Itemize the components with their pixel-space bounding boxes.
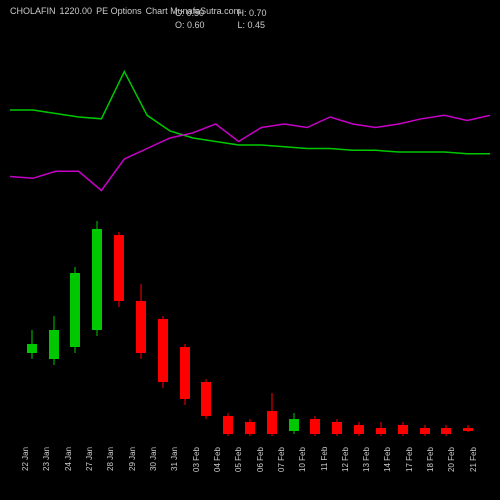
candle-body	[289, 419, 299, 431]
strike: 1220.00	[60, 6, 93, 16]
x-axis: 22 Jan23 Jan24 Jan27 Jan28 Jan29 Jan30 J…	[10, 445, 490, 500]
candle	[245, 215, 255, 445]
x-axis-label: 29 Jan	[128, 445, 149, 500]
candle	[289, 215, 299, 445]
candle	[201, 215, 211, 445]
candle	[463, 215, 473, 445]
x-axis-label: 12 Feb	[341, 445, 362, 500]
candle	[70, 215, 80, 445]
candle	[114, 215, 124, 445]
x-axis-label: 11 Feb	[320, 445, 341, 500]
candle-body	[398, 425, 408, 434]
candle-body	[267, 411, 277, 434]
candle-body	[201, 382, 211, 417]
candle	[376, 215, 386, 445]
candle	[223, 215, 233, 445]
candle	[49, 215, 59, 445]
x-axis-label: 03 Feb	[192, 445, 213, 500]
x-axis-label: 04 Feb	[213, 445, 234, 500]
candle-body	[332, 422, 342, 434]
x-axis-label: 22 Jan	[21, 445, 42, 500]
candle-body	[376, 428, 386, 434]
x-axis-label: 24 Jan	[64, 445, 85, 500]
x-axis-label: 27 Jan	[85, 445, 106, 500]
candle	[267, 215, 277, 445]
low-val: 0.45	[248, 20, 266, 30]
high-val: 0.70	[249, 8, 267, 18]
candle-body	[245, 422, 255, 434]
candle-body	[180, 347, 190, 399]
x-axis-label: 28 Jan	[106, 445, 127, 500]
candle-body	[463, 428, 473, 431]
candle	[310, 215, 320, 445]
symbol: CHOLAFIN	[10, 6, 56, 16]
low-label: L:	[238, 20, 246, 30]
x-axis-label: 23 Jan	[42, 445, 63, 500]
candle	[180, 215, 190, 445]
indicator-panel	[10, 40, 490, 215]
open-val: 0.60	[187, 20, 205, 30]
candle-body	[310, 419, 320, 433]
candle-body	[49, 330, 59, 359]
candle	[332, 215, 342, 445]
x-axis-label: 18 Feb	[426, 445, 447, 500]
candle-body	[158, 319, 168, 382]
candle-body	[114, 235, 124, 301]
x-axis-label: 06 Feb	[256, 445, 277, 500]
magenta-indicator-line	[10, 115, 490, 190]
x-axis-label: 31 Jan	[170, 445, 191, 500]
x-axis-label: 21 Feb	[469, 445, 490, 500]
option-type: PE Options	[96, 6, 142, 16]
x-axis-label: 05 Feb	[234, 445, 255, 500]
high-label: H:	[238, 8, 247, 18]
close-label: C:	[175, 8, 184, 18]
candle-body	[420, 428, 430, 434]
candle	[136, 215, 146, 445]
candle-body	[136, 301, 146, 353]
candle-body	[354, 425, 364, 434]
candle-body	[70, 273, 80, 348]
x-axis-label: 07 Feb	[277, 445, 298, 500]
candle-body	[441, 428, 451, 434]
x-axis-label: 30 Jan	[149, 445, 170, 500]
candle	[27, 215, 37, 445]
candle-body	[92, 229, 102, 330]
candle	[420, 215, 430, 445]
candle	[441, 215, 451, 445]
x-axis-label: 14 Feb	[383, 445, 404, 500]
indicator-svg	[10, 40, 490, 215]
close-val: 0.50	[187, 8, 205, 18]
candle	[354, 215, 364, 445]
candle-body	[27, 344, 37, 353]
open-label: O:	[175, 20, 185, 30]
x-axis-label: 10 Feb	[298, 445, 319, 500]
green-indicator-line	[10, 72, 490, 154]
candle	[398, 215, 408, 445]
candle	[158, 215, 168, 445]
chart-header: CHOLAFIN 1220.00 PE Options Chart Munafa…	[10, 6, 490, 34]
candle	[92, 215, 102, 445]
x-axis-label: 13 Feb	[362, 445, 383, 500]
x-axis-label: 17 Feb	[405, 445, 426, 500]
x-axis-label: 20 Feb	[447, 445, 468, 500]
candle-panel	[10, 215, 490, 445]
ohlc-stats: C: 0.50 H: 0.70 O: 0.60 L: 0.45	[175, 8, 298, 31]
candle-body	[223, 416, 233, 433]
